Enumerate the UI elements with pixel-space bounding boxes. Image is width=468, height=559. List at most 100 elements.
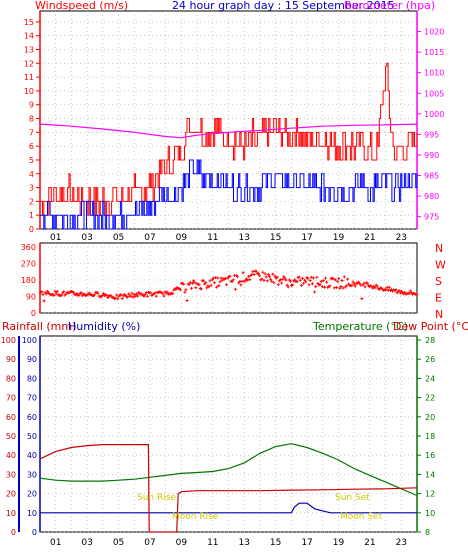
direction-point [129, 294, 133, 298]
direction-point [62, 290, 66, 294]
humidity-tick-label: 80 [27, 374, 37, 383]
direction-point [131, 295, 135, 299]
series-barometer [39, 123, 418, 139]
direction-point [153, 291, 157, 295]
direction-point [171, 292, 175, 296]
direction-point [341, 286, 345, 290]
direction-point [214, 276, 218, 280]
direction-point [120, 297, 124, 301]
direction-point [174, 287, 178, 291]
direction-point [298, 278, 302, 282]
direction-point [257, 272, 261, 276]
direction-point [265, 279, 269, 283]
x-tick-label-climate: 21 [364, 538, 375, 548]
series-wind-avg [40, 159, 418, 230]
temp-tick-label: 20 [425, 413, 435, 422]
direction-point [123, 293, 127, 297]
direction-point [339, 284, 343, 288]
rain-tick-label: 60 [6, 413, 16, 422]
x-tick-label-climate: 07 [144, 538, 155, 548]
direction-point [408, 289, 412, 293]
baro-tick-label: 980 [424, 192, 439, 201]
series-rainfall [39, 444, 418, 533]
series-wind-gust [40, 62, 418, 216]
direction-point [197, 283, 201, 287]
direction-point [271, 272, 275, 276]
direction-point [217, 284, 221, 288]
direction-point [194, 286, 198, 290]
rain-tick-label: 0 [11, 528, 16, 537]
x-tick-label-wind: 17 [301, 233, 312, 243]
direction-point [93, 293, 97, 297]
direction-point [182, 282, 186, 286]
direction-point [136, 294, 140, 298]
sun-rise-label: Sun Rise [137, 493, 176, 503]
direction-point [254, 269, 258, 273]
direction-point [248, 278, 252, 282]
direction-point [333, 278, 337, 282]
direction-point [387, 286, 391, 290]
direction-point [264, 275, 268, 279]
rain-tick-label: 70 [6, 394, 16, 403]
direction-tick-label: 360 [21, 243, 36, 252]
direction-point [342, 275, 346, 279]
series-humidity [40, 502, 417, 514]
direction-point [178, 288, 182, 292]
direction-point [269, 277, 273, 281]
direction-point [230, 279, 234, 283]
direction-point [403, 290, 407, 294]
direction-point [291, 283, 295, 287]
temperature-axis-title: Temperature (°C) [312, 320, 408, 333]
direction-point [154, 294, 158, 298]
direction-point [106, 296, 110, 300]
direction-point [233, 287, 237, 291]
direction-point [199, 287, 203, 291]
rain-tick-label: 50 [6, 432, 16, 441]
x-tick-label-wind: 05 [113, 233, 124, 243]
direction-point [208, 279, 212, 283]
direction-point [204, 281, 208, 285]
direction-point [351, 280, 355, 284]
direction-point [272, 281, 276, 285]
direction-point [260, 277, 264, 281]
direction-point [127, 292, 131, 296]
direction-point [309, 275, 313, 279]
barometer-axis-title: Barometer (hpa) [344, 0, 435, 12]
direction-point [116, 297, 120, 301]
direction-tick-label: 180 [21, 276, 36, 285]
direction-point [328, 284, 332, 288]
moon-rise-label: Moon Rise [172, 512, 219, 522]
direction-point [321, 279, 325, 283]
direction-point [225, 283, 229, 287]
direction-point [55, 290, 59, 294]
direction-point [397, 289, 401, 293]
direction-point [210, 278, 214, 282]
baro-tick-label: 1020 [424, 28, 444, 37]
direction-point [54, 292, 58, 296]
direction-point [311, 276, 315, 280]
direction-point [205, 286, 209, 290]
x-tick-label-climate: 03 [81, 538, 92, 548]
direction-point [145, 294, 149, 298]
direction-point [319, 279, 323, 283]
wind-tick-label: 6 [29, 142, 34, 151]
sun-set-label: Sun Set [335, 493, 370, 503]
direction-point [299, 284, 303, 288]
direction-point [218, 280, 222, 284]
humidity-axis-title: Humidity (%) [68, 320, 140, 333]
direction-point [207, 285, 211, 289]
series-temperature [39, 443, 418, 497]
x-tick-label-climate: 23 [396, 538, 407, 548]
direction-point [87, 291, 91, 295]
direction-point [262, 278, 266, 282]
baro-tick-label: 975 [424, 213, 439, 222]
direction-point [184, 288, 188, 292]
wind-tick-label: 0 [29, 225, 34, 234]
temp-tick-label: 8 [425, 528, 430, 537]
direction-point [407, 292, 411, 296]
wind-tick-label: 12 [24, 59, 34, 68]
x-tick-label-wind: 09 [176, 233, 188, 243]
direction-point [281, 277, 285, 281]
direction-point [165, 290, 169, 294]
direction-point [209, 283, 213, 287]
